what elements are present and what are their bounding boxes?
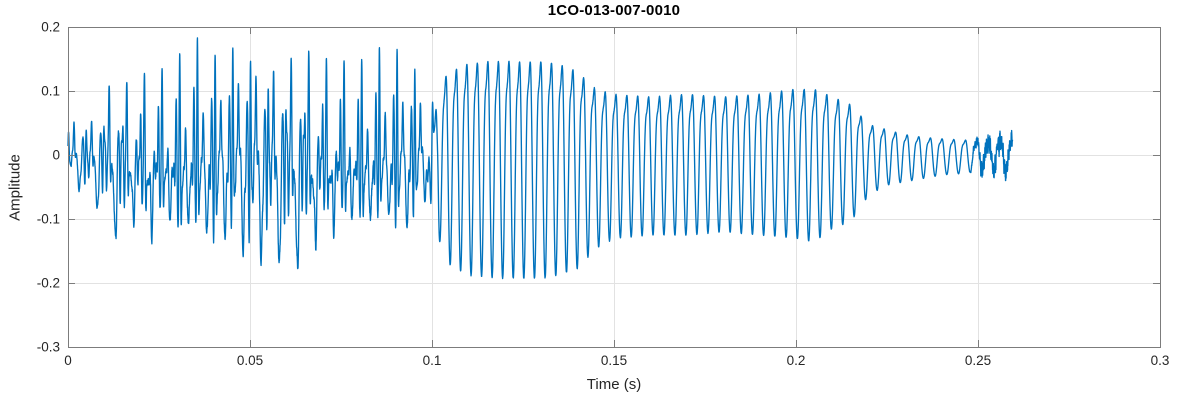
y-tick-label: -0.3 — [37, 340, 60, 355]
x-tick-label: 0.2 — [787, 353, 806, 368]
y-tick-label: 0.2 — [41, 20, 60, 35]
y-tick-label: -0.1 — [37, 212, 60, 227]
y-tick-label: -0.2 — [37, 276, 60, 291]
waveform-line — [67, 37, 1014, 280]
y-tick-label: 0.1 — [41, 84, 60, 99]
x-tick-label: 0.3 — [1151, 353, 1170, 368]
x-tick-label: 0.1 — [423, 353, 442, 368]
tick-labels: 0 0.05 0.1 0.15 0.2 0.25 0.3 -0.3 -0.2 -0.1 0 0.1 0.… — [37, 20, 1170, 369]
x-axis-label: Time (s) — [586, 376, 642, 393]
chart-title: 1CO-013-007-0010 — [547, 2, 681, 19]
y-tick-label: 0 — [52, 148, 60, 163]
x-tick-label: 0.25 — [965, 353, 991, 368]
x-tick-label: 0.05 — [237, 353, 263, 368]
axes-box — [68, 27, 1161, 348]
x-tick-label: 0.15 — [601, 353, 627, 368]
y-axis-label: Amplitude — [6, 154, 24, 221]
x-tick-label: 0 — [64, 353, 72, 368]
